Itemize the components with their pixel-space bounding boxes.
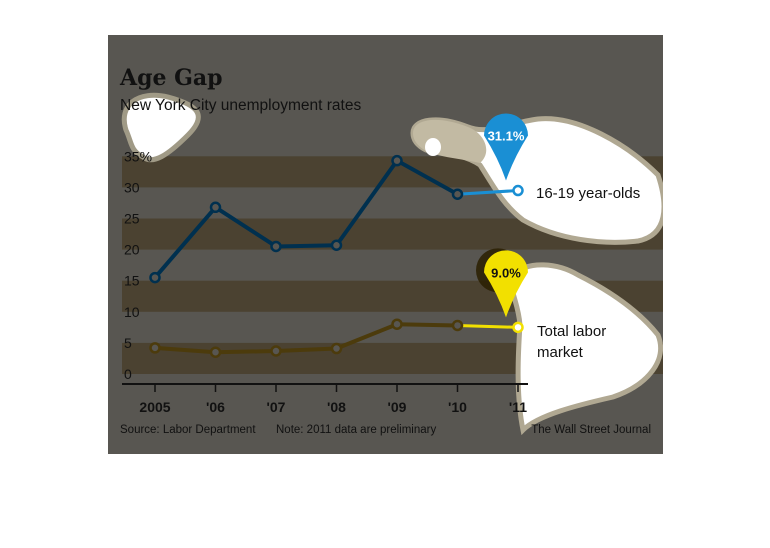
data-point [391,318,403,330]
series-final-segment [457,323,519,329]
y-tick-label: 20 [124,242,140,258]
series-line [154,322,458,355]
y-tick-label: 35% [124,148,152,164]
x-axis: 2005 '06 '07 '08 '09 '10 '11 [139,384,527,415]
callouts: 31.1% 9.0% 16-19 year-olds Total labor marke… [476,113,640,361]
chart-title: Age Gap [119,65,223,91]
data-point [209,201,222,214]
series-line [153,158,459,279]
series-label-teens: 16-19 year-olds [536,185,640,202]
series-teens [149,154,524,284]
x-tick-label: '07 [267,399,286,415]
data-point [149,342,161,354]
y-tick-label: 15 [124,273,140,289]
y-tick-label: 5 [124,335,132,351]
callout-value: 31.1% [488,129,525,144]
callout-total: 9.0% [476,248,528,318]
y-tick-label: 25 [124,211,140,227]
x-tick-label: '08 [327,399,346,415]
y-tick-label: 10 [124,304,140,320]
data-point [270,345,282,357]
series-label-total: Total labor [537,323,606,340]
callout-pin [484,250,528,318]
callout-value: 9.0% [491,265,521,280]
x-tick-label: '10 [448,399,467,415]
decorative-blob-hole [425,138,441,156]
data-point [512,321,524,334]
data-point [270,240,282,253]
data-point [451,319,464,332]
y-axis: 35% 30 25 20 15 10 5 0 [124,148,152,382]
callout-teens: 31.1% [484,113,528,181]
credit-line: The Wall Street Journal [531,424,651,436]
line-chart: Age Gap New York City unemployment rates… [108,35,667,454]
x-tick-label: '09 [388,399,407,415]
data-point [330,342,343,355]
y-tick-label: 0 [124,366,132,382]
chart-panel: Age Gap New York City unemployment rates… [108,35,667,454]
x-tick-label: 2005 [139,399,170,415]
x-tick-label: '11 [509,399,527,415]
source-note: Source: Labor Department [120,424,256,436]
y-tick-label: 30 [124,179,140,195]
data-point [149,271,161,284]
series-label-total: market [537,344,584,361]
data-point [391,154,403,167]
data-point [451,188,464,200]
data-note: Note: 2011 data are preliminary [276,424,436,436]
series-total [149,318,524,358]
series-layer [149,154,524,358]
callout-pin [484,113,528,181]
chart-subtitle: New York City unemployment rates [120,97,361,114]
x-tick-label: '06 [206,399,225,415]
data-point [330,239,343,251]
data-point [512,184,524,197]
decorative-blob-left [121,92,201,163]
data-point [209,346,222,358]
series-final-segment [457,189,519,196]
